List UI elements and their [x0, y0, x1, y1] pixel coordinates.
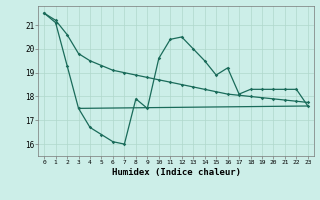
X-axis label: Humidex (Indice chaleur): Humidex (Indice chaleur): [111, 168, 241, 177]
